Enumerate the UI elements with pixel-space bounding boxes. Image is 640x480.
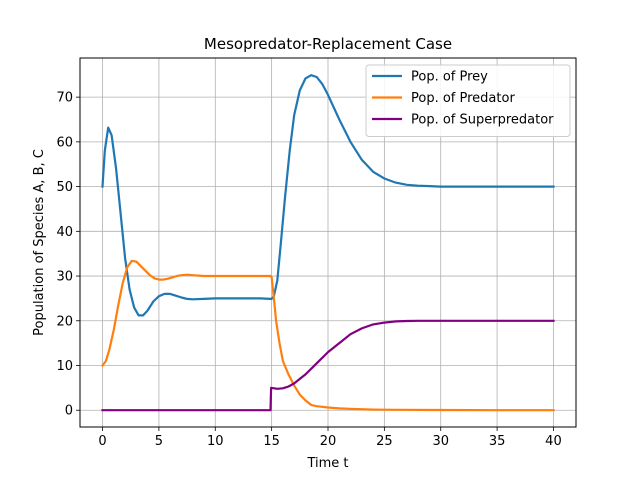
x-tick-label: 30 — [432, 434, 449, 449]
x-tick-label: 10 — [207, 434, 224, 449]
x-tick-label: 5 — [155, 434, 163, 449]
x-axis-label: Time t — [306, 456, 348, 471]
x-tick-label: 25 — [376, 434, 393, 449]
y-tick-label: 30 — [56, 270, 73, 285]
legend: Pop. of Prey Pop. of Predator Pop. of Supe… — [365, 64, 571, 137]
y-tick-label: 0 — [65, 404, 73, 419]
series-line-pop-of-predator — [100, 259, 555, 412]
y-tick-label: 10 — [56, 359, 73, 374]
y-tick-label: 40 — [56, 225, 73, 240]
y-tick-label: 50 — [56, 180, 73, 195]
legend-box — [365, 64, 571, 137]
x-tick-label: 20 — [320, 434, 337, 449]
series-layer — [100, 74, 555, 412]
legend-label-pop-of-superpredator: Pop. of Superpredator — [411, 113, 554, 128]
y-tick-label: 70 — [56, 91, 73, 106]
series-line-pop-of-superpredator — [101, 319, 555, 412]
x-tick-label: 0 — [98, 434, 106, 449]
ticks: 0 5 10 15 20 25 30 35 40 0 10 20 30 40 50 60 70 — [56, 91, 561, 449]
legend-label-pop-of-prey: Pop. of Prey — [411, 70, 488, 85]
y-axis-label: Population of Species A, B, C — [32, 149, 47, 336]
y-tick-label: 20 — [56, 314, 73, 329]
legend-label-pop-of-predator: Pop. of Predator — [411, 91, 515, 106]
x-tick-label: 15 — [263, 434, 280, 449]
series-line-pop-of-prey — [101, 74, 555, 317]
y-tick-label: 60 — [56, 135, 73, 150]
x-tick-label: 40 — [545, 434, 562, 449]
x-tick-label: 35 — [489, 434, 506, 449]
chart-title: Mesopredator-Replacement Case — [204, 35, 452, 53]
